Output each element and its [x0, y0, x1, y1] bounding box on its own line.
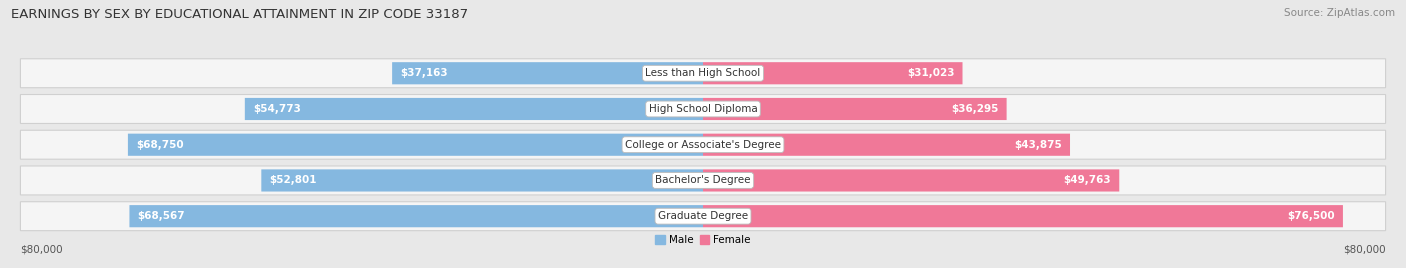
- FancyBboxPatch shape: [21, 166, 1385, 195]
- FancyBboxPatch shape: [392, 62, 703, 84]
- FancyBboxPatch shape: [262, 169, 703, 192]
- Legend: Male, Female: Male, Female: [651, 231, 755, 249]
- Text: $49,763: $49,763: [1063, 176, 1111, 185]
- Text: $37,163: $37,163: [401, 68, 447, 78]
- Text: College or Associate's Degree: College or Associate's Degree: [626, 140, 780, 150]
- Text: $31,023: $31,023: [907, 68, 955, 78]
- Text: Graduate Degree: Graduate Degree: [658, 211, 748, 221]
- FancyBboxPatch shape: [21, 130, 1385, 159]
- FancyBboxPatch shape: [703, 62, 963, 84]
- Text: EARNINGS BY SEX BY EDUCATIONAL ATTAINMENT IN ZIP CODE 33187: EARNINGS BY SEX BY EDUCATIONAL ATTAINMEN…: [11, 8, 468, 21]
- Text: Bachelor's Degree: Bachelor's Degree: [655, 176, 751, 185]
- Text: $76,500: $76,500: [1288, 211, 1334, 221]
- Text: $80,000: $80,000: [21, 244, 63, 254]
- Text: $80,000: $80,000: [1343, 244, 1385, 254]
- FancyBboxPatch shape: [128, 134, 703, 156]
- FancyBboxPatch shape: [21, 59, 1385, 88]
- Text: $54,773: $54,773: [253, 104, 301, 114]
- Text: $68,567: $68,567: [138, 211, 186, 221]
- Text: High School Diploma: High School Diploma: [648, 104, 758, 114]
- Text: $36,295: $36,295: [952, 104, 998, 114]
- FancyBboxPatch shape: [703, 169, 1119, 192]
- FancyBboxPatch shape: [129, 205, 703, 227]
- FancyBboxPatch shape: [21, 202, 1385, 231]
- FancyBboxPatch shape: [703, 205, 1343, 227]
- FancyBboxPatch shape: [245, 98, 703, 120]
- Text: $43,875: $43,875: [1014, 140, 1062, 150]
- Text: Source: ZipAtlas.com: Source: ZipAtlas.com: [1284, 8, 1395, 18]
- FancyBboxPatch shape: [703, 98, 1007, 120]
- Text: Less than High School: Less than High School: [645, 68, 761, 78]
- Text: $52,801: $52,801: [270, 176, 316, 185]
- FancyBboxPatch shape: [703, 134, 1070, 156]
- FancyBboxPatch shape: [21, 95, 1385, 124]
- Text: $68,750: $68,750: [136, 140, 184, 150]
